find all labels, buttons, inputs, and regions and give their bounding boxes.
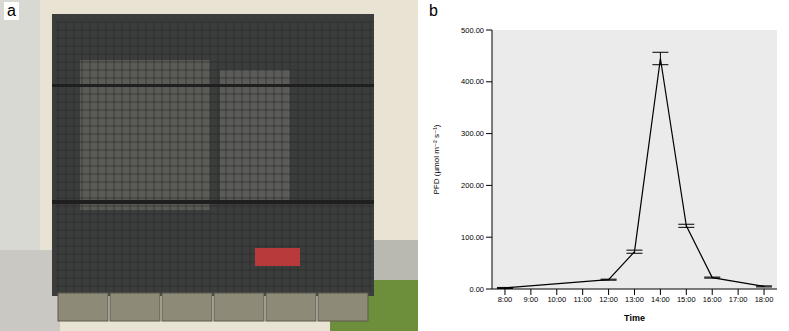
svg-text:100.00: 100.00 <box>461 233 484 242</box>
svg-text:PFD (µmol m⁻² s⁻¹): PFD (µmol m⁻² s⁻¹) <box>432 124 441 194</box>
svg-text:0.00: 0.00 <box>469 285 484 294</box>
svg-text:Time: Time <box>624 313 645 323</box>
svg-text:16:00: 16:00 <box>703 295 722 304</box>
svg-text:13:00: 13:00 <box>625 295 644 304</box>
html-text:b: b <box>429 2 438 19</box>
svg-text:10:00: 10:00 <box>547 295 566 304</box>
html-text:a: a <box>7 2 16 19</box>
svg-text:200.00: 200.00 <box>461 181 484 190</box>
svg-text:300.00: 300.00 <box>461 129 484 138</box>
svg-text:9:00: 9:00 <box>524 295 539 304</box>
svg-text:8:00: 8:00 <box>498 295 513 304</box>
svg-text:15:00: 15:00 <box>677 295 696 304</box>
svg-text:11:00: 11:00 <box>574 295 592 304</box>
svg-text:12:00: 12:00 <box>599 295 618 304</box>
svg-text:17:00: 17:00 <box>729 295 748 304</box>
svg-text:500.00: 500.00 <box>461 26 484 35</box>
svg-text:14:00: 14:00 <box>651 295 670 304</box>
svg-text:18:00: 18:00 <box>755 295 774 304</box>
svg-text:400.00: 400.00 <box>461 77 484 86</box>
